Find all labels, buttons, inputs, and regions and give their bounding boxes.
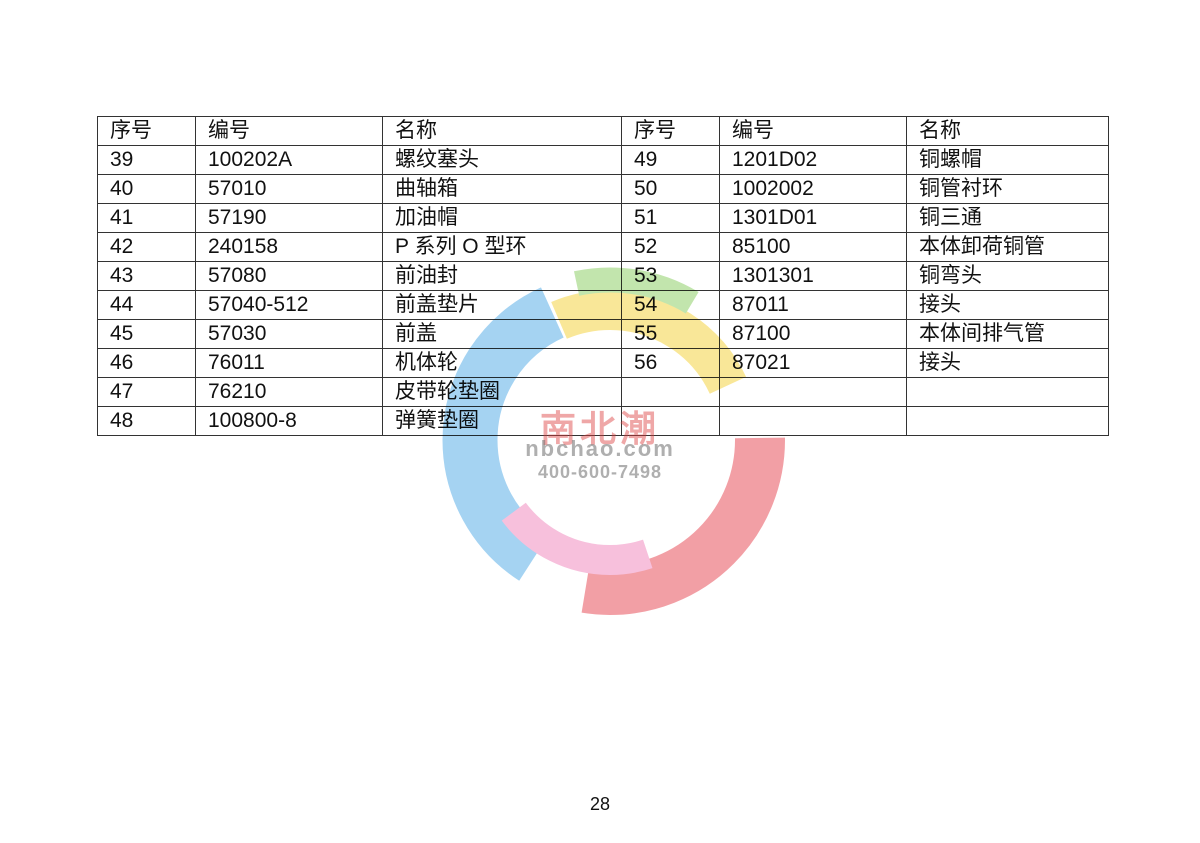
table-cell: 铜管衬环 xyxy=(906,174,1109,204)
table-cell: 47 xyxy=(97,377,196,407)
page-number: 28 xyxy=(589,794,611,814)
table-cell: 43 xyxy=(97,261,196,291)
table-cell: 76210 xyxy=(195,377,383,407)
column-header: 名称 xyxy=(382,116,622,146)
table-cell: 87021 xyxy=(719,348,907,378)
table-cell: 机体轮 xyxy=(382,348,622,378)
table-header-row: 序号 编号 名称 序号 编号 名称 xyxy=(97,116,1109,146)
table-cell: 39 xyxy=(97,145,196,175)
table-cell: 本体间排气管 xyxy=(906,319,1109,349)
table-row: 44 57040-512 前盖垫片 54 87011 接头 xyxy=(97,290,1109,320)
table-cell: 1201D02 xyxy=(719,145,907,175)
table-cell: 100202A xyxy=(195,145,383,175)
table-cell: 57190 xyxy=(195,203,383,233)
table-row: 43 57080 前油封 53 1301301 铜弯头 xyxy=(97,261,1109,291)
table-cell: 52 xyxy=(621,232,720,262)
table-row: 42 240158 P 系列 O 型环 52 85100 本体卸荷铜管 xyxy=(97,232,1109,262)
table-cell: 46 xyxy=(97,348,196,378)
table-cell: 87011 xyxy=(719,290,907,320)
table-cell: 55 xyxy=(621,319,720,349)
table-cell: 皮带轮垫圈 xyxy=(382,377,622,407)
table-cell: 接头 xyxy=(906,290,1109,320)
table-cell: 弹簧垫圈 xyxy=(382,406,622,436)
table-cell: 1002002 xyxy=(719,174,907,204)
table-cell xyxy=(719,406,907,436)
table-cell: 45 xyxy=(97,319,196,349)
table-cell xyxy=(906,406,1109,436)
table-cell: 42 xyxy=(97,232,196,262)
table-cell: P 系列 O 型环 xyxy=(382,232,622,262)
table-cell: 前盖垫片 xyxy=(382,290,622,320)
table-cell xyxy=(719,377,907,407)
table-cell xyxy=(621,377,720,407)
table-cell: 85100 xyxy=(719,232,907,262)
table-cell: 40 xyxy=(97,174,196,204)
column-header: 序号 xyxy=(621,116,720,146)
table-cell: 50 xyxy=(621,174,720,204)
table-cell: 53 xyxy=(621,261,720,291)
column-header: 编号 xyxy=(719,116,907,146)
table-cell xyxy=(621,406,720,436)
table-cell: 57080 xyxy=(195,261,383,291)
table-cell: 57030 xyxy=(195,319,383,349)
table-cell: 曲轴箱 xyxy=(382,174,622,204)
table-row: 48 100800-8 弹簧垫圈 xyxy=(97,406,1109,436)
table-cell: 51 xyxy=(621,203,720,233)
table-cell: 铜弯头 xyxy=(906,261,1109,291)
table-row: 39 100202A 螺纹塞头 49 1201D02 铜螺帽 xyxy=(97,145,1109,175)
table-cell: 本体卸荷铜管 xyxy=(906,232,1109,262)
table-cell: 前油封 xyxy=(382,261,622,291)
table-row: 40 57010 曲轴箱 50 1002002 铜管衬环 xyxy=(97,174,1109,204)
parts-table: 序号 编号 名称 序号 编号 名称 39 100202A 螺纹塞头 49 1201D02 铜螺帽 40 5… xyxy=(97,116,1109,436)
table-cell: 49 xyxy=(621,145,720,175)
table-cell: 1301D01 xyxy=(719,203,907,233)
table-cell xyxy=(906,377,1109,407)
table-cell: 41 xyxy=(97,203,196,233)
table-cell: 87100 xyxy=(719,319,907,349)
table-row: 41 57190 加油帽 51 1301D01 铜三通 xyxy=(97,203,1109,233)
table-cell: 100800-8 xyxy=(195,406,383,436)
table-cell: 56 xyxy=(621,348,720,378)
table-cell: 54 xyxy=(621,290,720,320)
column-header: 名称 xyxy=(906,116,1109,146)
table-cell: 前盖 xyxy=(382,319,622,349)
table-cell: 48 xyxy=(97,406,196,436)
table-cell: 铜螺帽 xyxy=(906,145,1109,175)
column-header: 编号 xyxy=(195,116,383,146)
table-cell: 1301301 xyxy=(719,261,907,291)
column-header: 序号 xyxy=(97,116,196,146)
table-cell: 44 xyxy=(97,290,196,320)
table-cell: 240158 xyxy=(195,232,383,262)
watermark-phone: 400-600-7498 xyxy=(537,462,663,482)
table-cell: 螺纹塞头 xyxy=(382,145,622,175)
table-cell: 57040-512 xyxy=(195,290,383,320)
table-row: 45 57030 前盖 55 87100 本体间排气管 xyxy=(97,319,1109,349)
watermark-url: nbchao.com xyxy=(525,436,675,461)
table-cell: 76011 xyxy=(195,348,383,378)
table-row: 46 76011 机体轮 56 87021 接头 xyxy=(97,348,1109,378)
table-row: 47 76210 皮带轮垫圈 xyxy=(97,377,1109,407)
table-cell: 铜三通 xyxy=(906,203,1109,233)
table-cell: 接头 xyxy=(906,348,1109,378)
table-cell: 57010 xyxy=(195,174,383,204)
table-cell: 加油帽 xyxy=(382,203,622,233)
